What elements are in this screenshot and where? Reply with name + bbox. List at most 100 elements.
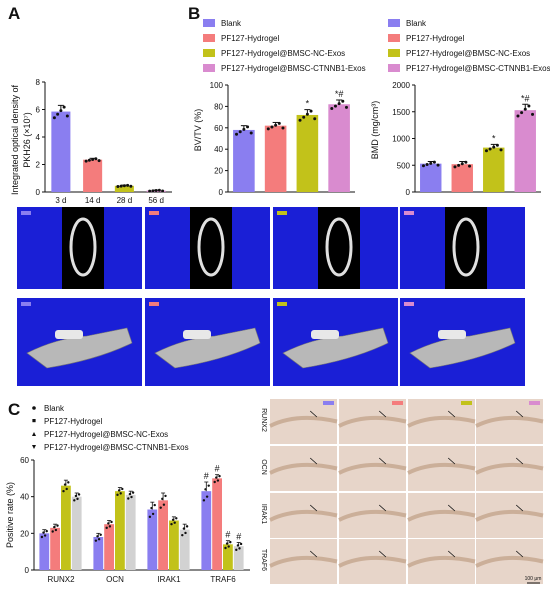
chart-c-point-1-2-2 xyxy=(119,492,122,495)
chart-c-point-2-0-1 xyxy=(150,506,153,510)
histo-tissue-1-3 xyxy=(475,462,544,475)
chart-b-bvtv-bar-0 xyxy=(233,129,255,192)
legend-b2-label-hydrogel: PF127-Hydrogel xyxy=(406,34,464,43)
chart-c-point-0-3-3 xyxy=(77,493,81,496)
chart-c-point-3-0-3 xyxy=(207,484,210,487)
histo-group-marker-3 xyxy=(529,401,540,405)
chart-a-bar-2 xyxy=(114,185,134,192)
histo-label-runx2: RUNX2 xyxy=(260,408,267,432)
chart-c-point-1-0-2 xyxy=(97,538,101,541)
chart-c-point-2-2-2 xyxy=(173,521,176,524)
histo-arrow-0-1 xyxy=(378,410,387,418)
histo-tissue-3-3 xyxy=(475,555,544,568)
scale-bar-label: 100 μm xyxy=(525,576,542,582)
histo-arrow-2-1 xyxy=(378,504,387,512)
chart-b-bvtv-annotation-3: *# xyxy=(335,89,344,99)
histo-arrow-2-0 xyxy=(309,504,318,512)
chart-b-bvtv-ytick-label-0: 0 xyxy=(219,188,224,197)
legend-b-swatch-blank xyxy=(203,19,215,27)
chart-a-bar-0 xyxy=(51,111,71,192)
histo-tissue-2-2 xyxy=(407,509,476,522)
histo-arrow-1-2 xyxy=(447,457,456,465)
histo-arrow-3-1 xyxy=(378,550,387,558)
chart-b-bvtv-point-3-3 xyxy=(341,99,345,103)
chart-b-bmd-point-0-2 xyxy=(429,161,433,165)
chart-c-point-2-1-2 xyxy=(162,503,166,506)
chart-b-bmd-point-2-4 xyxy=(499,148,503,152)
chart-a-category-3: 56 d xyxy=(148,196,164,205)
chart-c-point-0-2-0 xyxy=(62,489,65,493)
chart-b-bvtv-point-1-4 xyxy=(281,126,285,130)
chart-a-point-3-0 xyxy=(148,189,152,193)
histo-tissue-0-2 xyxy=(407,415,476,428)
histo-tissue-0-1 xyxy=(338,415,407,428)
chart-c-point-1-2-3 xyxy=(121,487,124,491)
legend-c-label-nc: PF127-Hydrogel@BMSC-NC-Exos xyxy=(44,430,168,439)
ct-mandible-0 xyxy=(26,327,133,369)
histo-arrow-0-3 xyxy=(515,410,524,418)
histo-label-traf6: TRAF6 xyxy=(260,549,267,571)
chart-b-bmd: 0 500 1000 1500 2000 * *# xyxy=(392,81,541,197)
chart-b-bmd-ytick-label-4: 2000 xyxy=(392,81,410,90)
chart-a-point-2-2 xyxy=(122,184,126,188)
chart-c-point-3-0-1 xyxy=(204,488,207,491)
chart-b-bmd-point-2-3 xyxy=(495,143,499,147)
chart-c-ytick-label-1: 20 xyxy=(20,529,29,538)
chart-b-bmd-bar-2 xyxy=(483,147,505,192)
chart-c-point-3-2-2 xyxy=(227,545,230,548)
chart-b-bmd-point-1-2 xyxy=(460,162,464,166)
chart-c-point-0-3-0 xyxy=(73,499,76,502)
chart-b-bmd-point-3-2 xyxy=(523,107,527,111)
chart-a-category-0: 3 d xyxy=(55,196,66,205)
chart-c-point-0-3-1 xyxy=(74,494,78,498)
chart-c-point-1-0-3 xyxy=(99,533,102,536)
chart-c: 0 20 40 60 RUNX2 OCN IRAK1 # # # # TRAF6 xyxy=(20,456,250,584)
legend-b2-swatch-ctnnb1 xyxy=(388,64,400,72)
chart-b-bvtv-point-2-2 xyxy=(305,112,309,116)
chart-b-bvtv-point-1-3 xyxy=(277,121,281,125)
legend-b2-label-nc: PF127-Hydrogel@BMSC-NC-Exos xyxy=(406,49,530,58)
chart-c-bar-1-2 xyxy=(115,491,125,570)
chart-b-bmd-point-2-0 xyxy=(484,149,488,153)
chart-a-point-1-3 xyxy=(94,157,98,161)
chart-b-bvtv: 0 20 40 60 80 100 * *# xyxy=(210,81,355,197)
chart-c-ytick-label-0: 0 xyxy=(25,566,30,575)
chart-b-bvtv-ytick-label-5: 100 xyxy=(210,81,224,90)
chart-b-bmd-bar-0 xyxy=(420,163,442,192)
histo-arrow-0-2 xyxy=(447,410,456,418)
chart-c-point-0-1-3 xyxy=(56,524,59,527)
histo-label-irak1: IRAK1 xyxy=(260,504,267,524)
chart-c-point-3-3-2 xyxy=(238,547,241,550)
legend-c-label-ctnnb1: PF127-Hydrogel@BMSC-CTNNB1-Exos xyxy=(44,443,189,452)
panel-letter-a: A xyxy=(8,4,21,23)
chart-c-point-1-2-1 xyxy=(117,489,121,492)
chart-c-point-3-3-1 xyxy=(236,544,240,547)
chart-b-bvtv-point-0-1 xyxy=(238,130,242,134)
chart-b-bmd-point-0-1 xyxy=(425,163,429,167)
chart-c-point-1-0-0 xyxy=(94,539,98,542)
chart-c-bar-1-1 xyxy=(104,524,114,570)
chart-b-bmd-annotation-2: * xyxy=(492,133,496,143)
histo-arrow-1-0 xyxy=(309,457,318,465)
chart-c-point-0-0-3 xyxy=(45,529,48,533)
chart-b-bvtv-point-2-1 xyxy=(302,115,306,119)
chart-c-point-3-2-1 xyxy=(225,542,229,545)
chart-c-point-0-2-1 xyxy=(63,483,67,486)
chart-b-bmd-point-1-3 xyxy=(464,160,468,164)
chart-c-category-2: IRAK1 xyxy=(157,575,181,584)
histo-group-marker-2 xyxy=(461,401,472,405)
chart-c-category-1: OCN xyxy=(106,575,124,584)
chart-b-bvtv-point-1-0 xyxy=(266,127,270,131)
chart-c-point-0-1-2 xyxy=(54,528,58,532)
chart-c-annotation-3-0: # xyxy=(204,471,209,481)
chart-c-ytick-label-2: 40 xyxy=(20,493,29,502)
chart-c-point-2-3-0 xyxy=(181,533,184,537)
ct-tooth-section-0 xyxy=(69,217,97,277)
chart-c-bar-3-2 xyxy=(223,544,233,570)
histo-arrow-1-1 xyxy=(378,457,387,465)
chart-c-point-0-0-0 xyxy=(40,535,44,539)
chart-c-point-0-3-2 xyxy=(76,497,79,501)
chart-b-bvtv-point-3-1 xyxy=(333,104,337,108)
ct-tooth-section-1 xyxy=(197,217,225,277)
